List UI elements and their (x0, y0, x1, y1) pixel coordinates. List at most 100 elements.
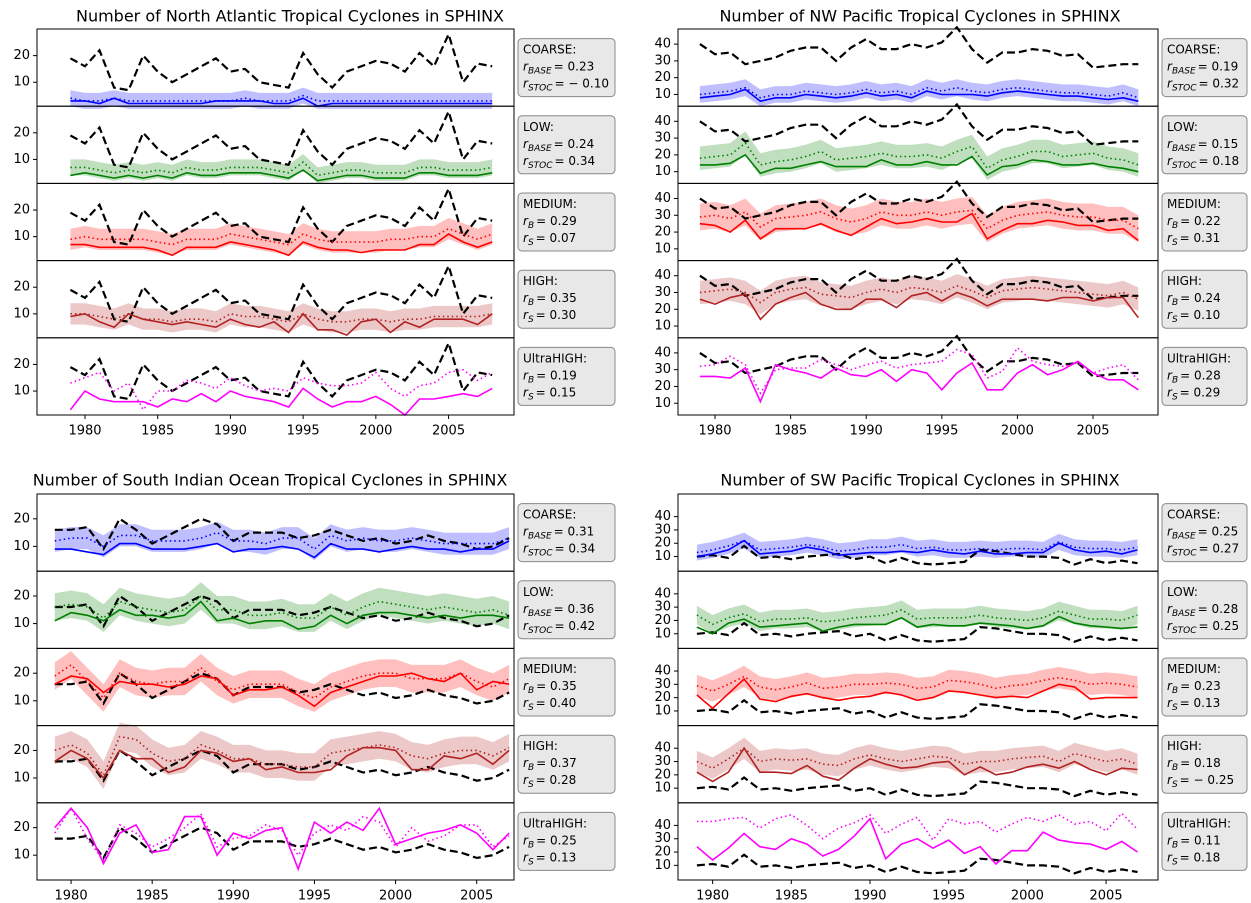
stat-subscript: B (1172, 686, 1178, 696)
stat-subscript: BASE (528, 532, 552, 542)
annotation-stat: rSTOC = 0.42 (523, 619, 595, 636)
annotation-label: HIGH: (1167, 739, 1202, 753)
stat-subscript: BASE (528, 144, 552, 154)
annotation-stat: rSTOC = 0.25 (1167, 619, 1239, 636)
stochastic-line (70, 94, 493, 102)
panel-frame (677, 802, 1159, 881)
spread-band (54, 521, 510, 561)
base-line (54, 806, 510, 872)
observed-line (696, 698, 1138, 721)
chart-title: Number of SW Pacific Tropical Cyclones i… (720, 471, 1119, 490)
stat-subscript: BASE (528, 67, 552, 77)
stochastic-line (70, 368, 493, 412)
observed-line (696, 853, 1138, 875)
y-tick-label: 40 (654, 268, 671, 283)
annotation-stat: rS = 0.31 (1167, 231, 1220, 248)
x-tick-label: 2005 (1090, 889, 1123, 903)
stat-value: = 0.22 (1180, 214, 1221, 228)
base-line (699, 88, 1139, 103)
spread-band (54, 582, 510, 632)
stat-symbol: r (523, 542, 529, 556)
stat-value: = 0.24 (1180, 291, 1221, 305)
y-tick-label: 20 (13, 666, 30, 681)
y-tick-label: 20 (654, 379, 671, 394)
y-tick-label: 10 (13, 306, 30, 321)
stat-subscript: B (1172, 298, 1178, 308)
stat-symbol: r (1167, 756, 1173, 770)
stat-symbol: r (523, 773, 529, 787)
stat-symbol: r (1167, 77, 1173, 91)
stat-value: = 0.11 (1180, 833, 1221, 847)
annotation-box (517, 38, 616, 98)
stat-subscript: B (528, 686, 534, 696)
y-tick-label: 10 (13, 384, 30, 399)
annotation-box (1161, 657, 1248, 717)
spread-band (70, 303, 493, 333)
spread-band (696, 600, 1138, 634)
stat-subscript: S (1172, 703, 1178, 713)
annotation-box (517, 657, 616, 717)
stat-subscript: S (1172, 780, 1178, 790)
annotation-stat: rBASE = 0.23 (523, 60, 594, 77)
base-line (696, 539, 1138, 558)
observed-line (699, 102, 1139, 146)
observed-line (69, 108, 493, 169)
stat-subscript: STOC (528, 626, 553, 636)
panel-frame (36, 337, 515, 416)
base-line (69, 387, 493, 417)
annotation-label: MEDIUM: (523, 197, 577, 211)
stat-value: = 0.23 (554, 60, 595, 74)
observed-line (69, 262, 493, 324)
stat-value: = 0.40 (536, 696, 577, 710)
annotation-box (517, 269, 616, 329)
y-tick-label: 10 (13, 229, 30, 244)
annotation-box (1161, 38, 1248, 98)
annotation-stat: rS = 0.29 (1167, 385, 1220, 402)
observed-line (69, 339, 493, 401)
y-tick-label: 30 (654, 600, 671, 615)
y-tick-label: 10 (654, 858, 671, 873)
y-tick-label: 10 (654, 703, 671, 718)
stat-subscript: STOC (1172, 549, 1197, 559)
stat-value: = 0.19 (1198, 60, 1239, 74)
stochastic-line (54, 806, 510, 863)
stat-symbol: r (1167, 850, 1173, 864)
annotation-label: LOW: (1167, 585, 1198, 599)
x-tick-label: 1980 (696, 889, 729, 903)
annotation-stat: rS = 0.28 (523, 773, 576, 790)
annotation-label: UltraHIGH: (523, 351, 587, 365)
stat-symbol: r (1167, 525, 1173, 539)
annotation-stat: rS = 0.07 (523, 231, 576, 248)
x-tick-label: 2005 (460, 889, 493, 903)
annotation-stat: rSTOC = 0.34 (523, 154, 595, 171)
y-tick-label: 40 (654, 191, 671, 206)
x-tick-label: 1980 (68, 424, 101, 439)
stat-value: = − 0.10 (555, 77, 609, 91)
observed-line (699, 334, 1139, 378)
annotation-label: UltraHIGH: (523, 816, 587, 830)
annotation-box (1161, 580, 1248, 640)
base-line (70, 169, 493, 182)
chart: Number of NW Pacific Tropical Cyclones i… (654, 7, 1248, 439)
stat-value: = 0.23 (1180, 679, 1221, 693)
annotation-stat: rS = 0.13 (1167, 696, 1220, 713)
base-line (70, 233, 493, 257)
stat-symbol: r (1167, 291, 1173, 305)
y-tick-label: 10 (13, 616, 30, 631)
annotation-stat: rBASE = 0.25 (1167, 525, 1238, 542)
x-tick-label: 1990 (850, 424, 883, 439)
x-tick-label: 2000 (1011, 889, 1044, 903)
annotation-stat: rSTOC = 0.32 (1167, 77, 1239, 94)
stat-symbol: r (1167, 542, 1173, 556)
annotation-stat: rBASE = 0.36 (523, 602, 594, 619)
y-tick-label: 40 (654, 509, 671, 524)
annotation-stat: rB = 0.29 (523, 214, 577, 231)
base-line (696, 746, 1138, 783)
y-tick-label: 20 (13, 589, 30, 604)
annotation-stat: rS = 0.15 (523, 385, 576, 402)
stat-subscript: STOC (528, 549, 553, 559)
stat-value: = 0.25 (1198, 525, 1239, 539)
